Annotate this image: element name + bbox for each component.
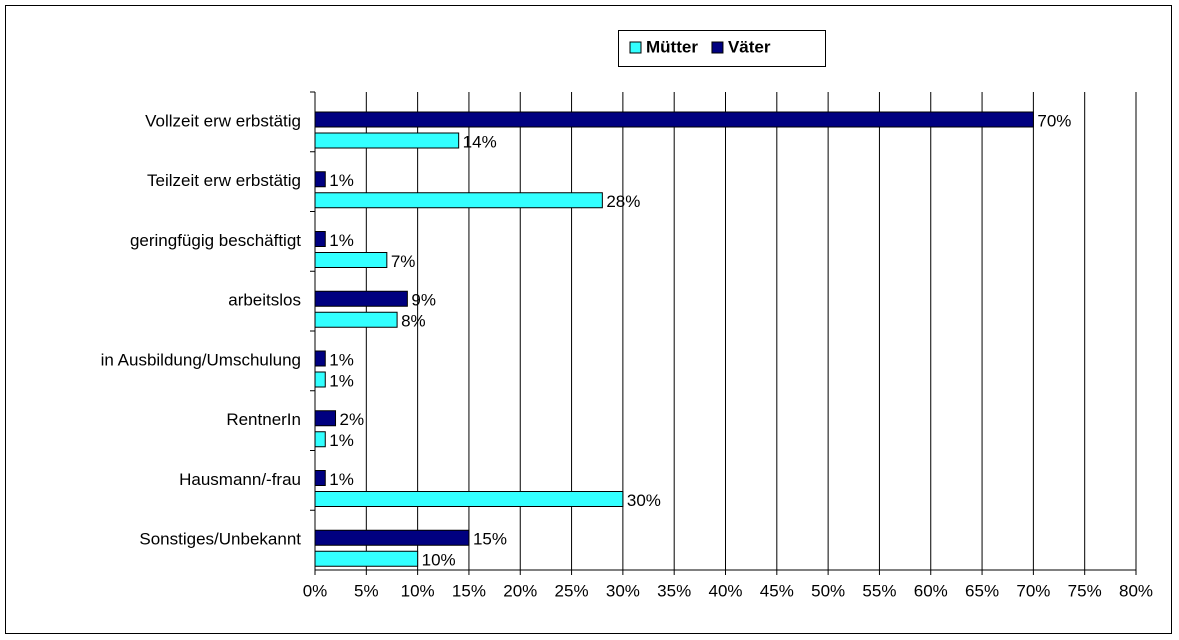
y-tick-label: Hausmann/-frau [179, 470, 301, 489]
x-tick-label: 65% [965, 581, 999, 600]
data-label: 30% [627, 491, 661, 510]
data-label: 70% [1037, 111, 1071, 130]
y-tick-label: RentnerIn [226, 410, 301, 429]
data-label: 14% [463, 132, 497, 151]
bar [314, 231, 326, 247]
data-label: 1% [329, 470, 354, 489]
data-label: 10% [422, 551, 456, 570]
x-tick-label: 0% [303, 581, 328, 600]
y-tick-label: Teilzeit erw erbstätig [147, 171, 301, 190]
bar [314, 350, 326, 367]
legend-label: Mütter [646, 37, 698, 56]
bar [314, 111, 1034, 128]
bar [314, 311, 398, 328]
chart-border [5, 5, 1172, 634]
data-label: 7% [391, 252, 416, 271]
x-tick-label: 25% [555, 581, 589, 600]
bar [314, 410, 337, 427]
bar [314, 290, 408, 307]
data-label: 15% [473, 530, 507, 549]
y-tick-label: geringfügig beschäftigt [130, 231, 301, 250]
bar [314, 132, 460, 149]
data-label: 2% [340, 410, 365, 429]
x-tick-label: 5% [354, 581, 379, 600]
data-label: 9% [411, 291, 436, 310]
bar [314, 431, 326, 448]
y-tick-label: in Ausbildung/Umschulung [101, 350, 301, 369]
data-label: 1% [329, 231, 354, 250]
y-tick-label: arbeitslos [228, 291, 301, 310]
legend-label: Väter [728, 37, 771, 56]
x-tick-label: 30% [606, 581, 640, 600]
y-tick-label: Vollzeit erw erbstätig [145, 111, 301, 130]
x-tick-label: 10% [401, 581, 435, 600]
bar [314, 491, 624, 507]
x-tick-label: 50% [811, 581, 845, 600]
x-tick-label: 70% [1016, 581, 1050, 600]
x-tick-label: 60% [914, 581, 948, 600]
bar [314, 371, 326, 388]
bar [314, 192, 603, 209]
data-label: 1% [329, 350, 354, 369]
legend-swatch [711, 41, 724, 54]
x-tick-label: 40% [708, 581, 742, 600]
y-tick-label: Sonstiges/Unbekannt [139, 530, 301, 549]
x-tick-label: 20% [503, 581, 537, 600]
bar [314, 550, 419, 567]
data-label: 28% [606, 192, 640, 211]
x-tick-label: 15% [452, 581, 486, 600]
bar [314, 171, 326, 188]
x-tick-label: 80% [1119, 581, 1153, 600]
x-tick-label: 55% [862, 581, 896, 600]
data-label: 1% [329, 171, 354, 190]
data-label: 1% [329, 371, 354, 390]
bar [314, 529, 470, 546]
data-label: 8% [401, 312, 426, 331]
bar [314, 252, 388, 268]
x-tick-label: 35% [657, 581, 691, 600]
bar [314, 470, 326, 486]
x-tick-label: 45% [760, 581, 794, 600]
legend-swatch [629, 41, 642, 54]
x-tick-label: 75% [1068, 581, 1102, 600]
data-label: 1% [329, 431, 354, 450]
